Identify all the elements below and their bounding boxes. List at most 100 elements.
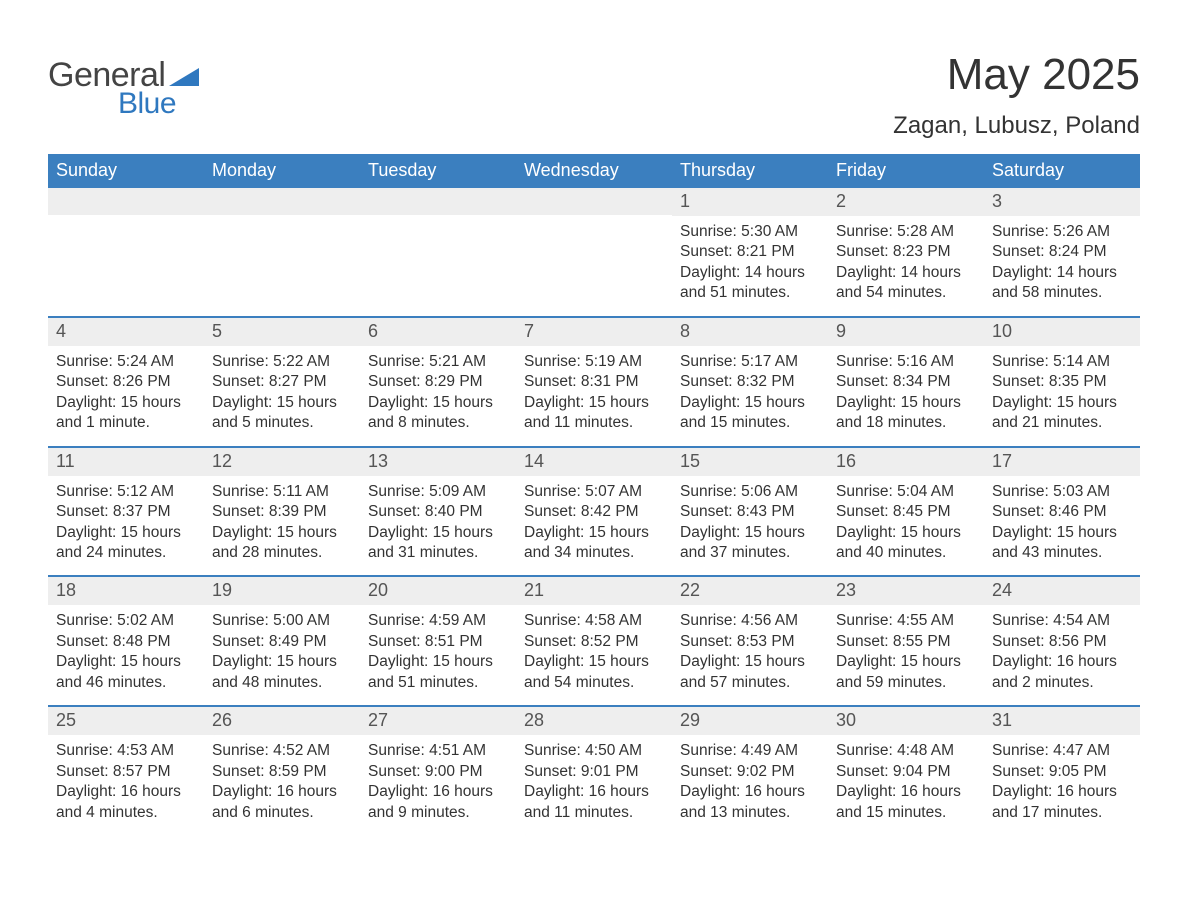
- day-number: 20: [360, 577, 516, 605]
- day-cell: 30Sunrise: 4:48 AMSunset: 9:04 PMDayligh…: [828, 707, 984, 835]
- sunrise-line: Sunrise: 5:28 AM: [836, 222, 976, 242]
- day-cell: 20Sunrise: 4:59 AMSunset: 8:51 PMDayligh…: [360, 577, 516, 705]
- day-number: 19: [204, 577, 360, 605]
- day-cell: 9Sunrise: 5:16 AMSunset: 8:34 PMDaylight…: [828, 318, 984, 446]
- daylight-line: Daylight: 15 hours and 54 minutes.: [524, 652, 664, 693]
- daylight-line: Daylight: 15 hours and 28 minutes.: [212, 523, 352, 564]
- daylight-line: Daylight: 15 hours and 15 minutes.: [680, 393, 820, 434]
- day-cell: 31Sunrise: 4:47 AMSunset: 9:05 PMDayligh…: [984, 707, 1140, 835]
- sunrise-line: Sunrise: 5:09 AM: [368, 482, 508, 502]
- day-number: 31: [984, 707, 1140, 735]
- day-details: Sunrise: 4:56 AMSunset: 8:53 PMDaylight:…: [672, 605, 828, 693]
- daylight-line: Daylight: 15 hours and 51 minutes.: [368, 652, 508, 693]
- day-cell: 3Sunrise: 5:26 AMSunset: 8:24 PMDaylight…: [984, 188, 1140, 316]
- day-cell: 28Sunrise: 4:50 AMSunset: 9:01 PMDayligh…: [516, 707, 672, 835]
- sunset-line: Sunset: 8:57 PM: [56, 762, 196, 782]
- day-number: [48, 188, 204, 215]
- sunrise-line: Sunrise: 5:19 AM: [524, 352, 664, 372]
- daylight-line: Daylight: 15 hours and 43 minutes.: [992, 523, 1132, 564]
- sunrise-line: Sunrise: 5:22 AM: [212, 352, 352, 372]
- day-number: 14: [516, 448, 672, 476]
- day-number: 12: [204, 448, 360, 476]
- sunset-line: Sunset: 8:51 PM: [368, 632, 508, 652]
- day-number: [204, 188, 360, 215]
- day-number: [360, 188, 516, 215]
- day-cell: 4Sunrise: 5:24 AMSunset: 8:26 PMDaylight…: [48, 318, 204, 446]
- daylight-line: Daylight: 15 hours and 48 minutes.: [212, 652, 352, 693]
- day-cell: 23Sunrise: 4:55 AMSunset: 8:55 PMDayligh…: [828, 577, 984, 705]
- sunrise-line: Sunrise: 4:58 AM: [524, 611, 664, 631]
- daylight-line: Daylight: 16 hours and 11 minutes.: [524, 782, 664, 823]
- sunrise-line: Sunrise: 4:56 AM: [680, 611, 820, 631]
- sunrise-line: Sunrise: 5:06 AM: [680, 482, 820, 502]
- sunset-line: Sunset: 8:24 PM: [992, 242, 1132, 262]
- sunrise-line: Sunrise: 5:02 AM: [56, 611, 196, 631]
- sunrise-line: Sunrise: 4:47 AM: [992, 741, 1132, 761]
- day-details: Sunrise: 5:06 AMSunset: 8:43 PMDaylight:…: [672, 476, 828, 564]
- week-row: 18Sunrise: 5:02 AMSunset: 8:48 PMDayligh…: [48, 575, 1140, 705]
- day-cell: 10Sunrise: 5:14 AMSunset: 8:35 PMDayligh…: [984, 318, 1140, 446]
- day-cell: 27Sunrise: 4:51 AMSunset: 9:00 PMDayligh…: [360, 707, 516, 835]
- daylight-line: Daylight: 15 hours and 34 minutes.: [524, 523, 664, 564]
- sunset-line: Sunset: 8:59 PM: [212, 762, 352, 782]
- day-number: 8: [672, 318, 828, 346]
- daylight-line: Daylight: 16 hours and 4 minutes.: [56, 782, 196, 823]
- day-details: Sunrise: 4:52 AMSunset: 8:59 PMDaylight:…: [204, 735, 360, 823]
- sunset-line: Sunset: 8:45 PM: [836, 502, 976, 522]
- day-details: Sunrise: 5:17 AMSunset: 8:32 PMDaylight:…: [672, 346, 828, 434]
- page-title: May 2025: [893, 50, 1140, 100]
- day-number: 27: [360, 707, 516, 735]
- sunrise-line: Sunrise: 5:00 AM: [212, 611, 352, 631]
- daylight-line: Daylight: 16 hours and 2 minutes.: [992, 652, 1132, 693]
- daylight-line: Daylight: 15 hours and 57 minutes.: [680, 652, 820, 693]
- daylight-line: Daylight: 15 hours and 11 minutes.: [524, 393, 664, 434]
- week-row: 11Sunrise: 5:12 AMSunset: 8:37 PMDayligh…: [48, 446, 1140, 576]
- daylight-line: Daylight: 14 hours and 51 minutes.: [680, 263, 820, 304]
- day-cell: 6Sunrise: 5:21 AMSunset: 8:29 PMDaylight…: [360, 318, 516, 446]
- sunrise-line: Sunrise: 4:48 AM: [836, 741, 976, 761]
- day-cell: 7Sunrise: 5:19 AMSunset: 8:31 PMDaylight…: [516, 318, 672, 446]
- day-cell: 17Sunrise: 5:03 AMSunset: 8:46 PMDayligh…: [984, 448, 1140, 576]
- sunset-line: Sunset: 8:43 PM: [680, 502, 820, 522]
- sunset-line: Sunset: 8:23 PM: [836, 242, 976, 262]
- daylight-line: Daylight: 15 hours and 37 minutes.: [680, 523, 820, 564]
- day-number: 11: [48, 448, 204, 476]
- weekday-header: Friday: [828, 154, 984, 188]
- day-number: 16: [828, 448, 984, 476]
- sunset-line: Sunset: 8:31 PM: [524, 372, 664, 392]
- day-number: 3: [984, 188, 1140, 216]
- day-cell: 16Sunrise: 5:04 AMSunset: 8:45 PMDayligh…: [828, 448, 984, 576]
- daylight-line: Daylight: 15 hours and 8 minutes.: [368, 393, 508, 434]
- day-cell: 21Sunrise: 4:58 AMSunset: 8:52 PMDayligh…: [516, 577, 672, 705]
- day-details: Sunrise: 5:30 AMSunset: 8:21 PMDaylight:…: [672, 216, 828, 304]
- location-subtitle: Zagan, Lubusz, Poland: [893, 112, 1140, 140]
- daylight-line: Daylight: 15 hours and 18 minutes.: [836, 393, 976, 434]
- sunrise-line: Sunrise: 5:17 AM: [680, 352, 820, 372]
- day-details: Sunrise: 5:02 AMSunset: 8:48 PMDaylight:…: [48, 605, 204, 693]
- day-details: Sunrise: 5:03 AMSunset: 8:46 PMDaylight:…: [984, 476, 1140, 564]
- sunrise-line: Sunrise: 5:11 AM: [212, 482, 352, 502]
- day-details: Sunrise: 4:47 AMSunset: 9:05 PMDaylight:…: [984, 735, 1140, 823]
- day-number: 28: [516, 707, 672, 735]
- day-number: 18: [48, 577, 204, 605]
- daylight-line: Daylight: 15 hours and 24 minutes.: [56, 523, 196, 564]
- daylight-line: Daylight: 15 hours and 46 minutes.: [56, 652, 196, 693]
- day-number: 9: [828, 318, 984, 346]
- day-cell: 26Sunrise: 4:52 AMSunset: 8:59 PMDayligh…: [204, 707, 360, 835]
- daylight-line: Daylight: 15 hours and 21 minutes.: [992, 393, 1132, 434]
- day-cell: 15Sunrise: 5:06 AMSunset: 8:43 PMDayligh…: [672, 448, 828, 576]
- day-details: Sunrise: 4:58 AMSunset: 8:52 PMDaylight:…: [516, 605, 672, 693]
- day-number: 23: [828, 577, 984, 605]
- day-details: Sunrise: 5:19 AMSunset: 8:31 PMDaylight:…: [516, 346, 672, 434]
- day-details: Sunrise: 4:54 AMSunset: 8:56 PMDaylight:…: [984, 605, 1140, 693]
- day-details: Sunrise: 4:48 AMSunset: 9:04 PMDaylight:…: [828, 735, 984, 823]
- day-cell: 11Sunrise: 5:12 AMSunset: 8:37 PMDayligh…: [48, 448, 204, 576]
- day-cell: 13Sunrise: 5:09 AMSunset: 8:40 PMDayligh…: [360, 448, 516, 576]
- day-details: Sunrise: 4:59 AMSunset: 8:51 PMDaylight:…: [360, 605, 516, 693]
- sunset-line: Sunset: 9:04 PM: [836, 762, 976, 782]
- sunrise-line: Sunrise: 4:49 AM: [680, 741, 820, 761]
- daylight-line: Daylight: 16 hours and 6 minutes.: [212, 782, 352, 823]
- daylight-line: Daylight: 16 hours and 13 minutes.: [680, 782, 820, 823]
- day-cell: 8Sunrise: 5:17 AMSunset: 8:32 PMDaylight…: [672, 318, 828, 446]
- sunset-line: Sunset: 8:32 PM: [680, 372, 820, 392]
